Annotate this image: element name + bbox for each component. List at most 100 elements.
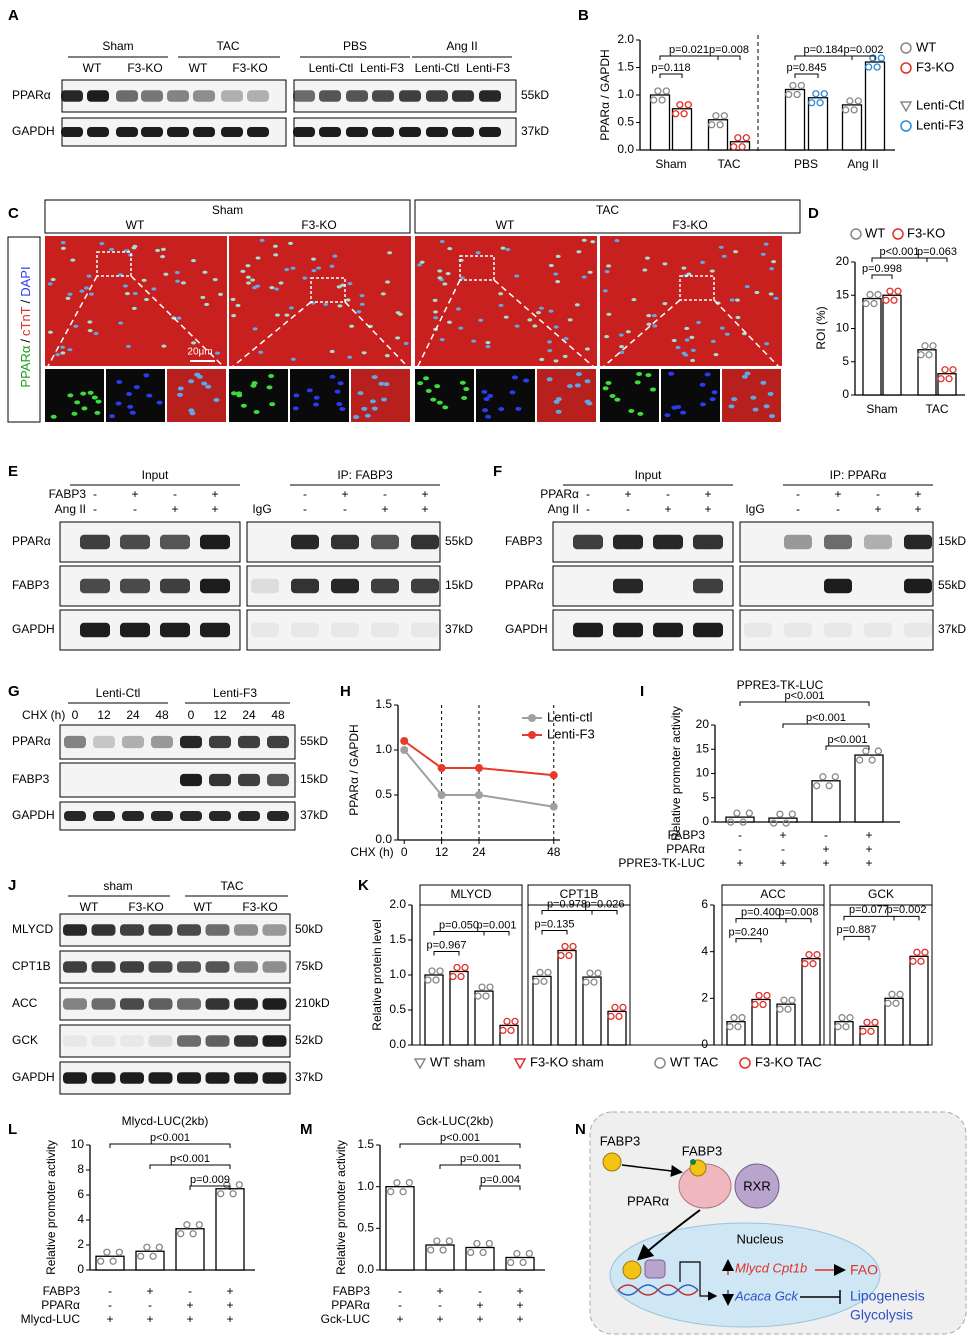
sign: + — [436, 1284, 443, 1298]
point — [871, 1018, 879, 1026]
band — [91, 961, 116, 973]
band — [293, 90, 315, 102]
y-tick-label: 10 — [71, 1137, 85, 1151]
panel-label: G — [8, 683, 20, 700]
nucleus — [459, 276, 465, 280]
point — [473, 1239, 481, 1248]
band — [120, 961, 144, 973]
y-tick-label: 4 — [701, 944, 708, 958]
point — [478, 983, 486, 991]
legend-swatch — [899, 101, 913, 113]
point — [862, 299, 870, 308]
point — [856, 756, 864, 764]
band — [904, 534, 932, 550]
point — [937, 375, 945, 383]
p-value: p<0.001 — [170, 1153, 210, 1165]
nucleus — [131, 306, 137, 311]
y-tick-label: 0 — [702, 814, 709, 828]
point — [812, 90, 820, 98]
band — [63, 998, 87, 1010]
inset-dot — [731, 397, 738, 402]
inhibit — [800, 1290, 841, 1304]
nucleus — [217, 292, 223, 296]
point — [432, 976, 440, 984]
group-label: Lenti-Ctl — [96, 686, 141, 700]
band — [693, 578, 723, 594]
point — [913, 948, 921, 956]
size-label: 15kD — [445, 578, 473, 592]
nucleus — [709, 269, 715, 273]
point — [557, 951, 565, 960]
row-label: FABP3 — [505, 534, 543, 548]
band — [205, 961, 230, 973]
y-tick-label: 1.0 — [617, 87, 634, 101]
nucleus — [87, 320, 93, 324]
point — [925, 351, 933, 359]
nucleus — [160, 254, 166, 259]
inset-dot — [481, 389, 488, 394]
bracket — [785, 918, 812, 923]
inset-dot — [699, 402, 706, 407]
group-label: TAC — [216, 39, 239, 53]
size-label: 75kD — [295, 959, 323, 973]
nucleus — [618, 333, 624, 337]
lane-label: WT — [83, 61, 102, 75]
lane-label: WT — [80, 900, 99, 914]
inset-dot — [704, 372, 711, 377]
point — [189, 1230, 197, 1238]
point — [393, 1179, 401, 1187]
sign: - — [343, 502, 347, 516]
nucleus — [214, 351, 220, 355]
y-tick-label: 4 — [77, 1212, 84, 1226]
nucleus — [340, 283, 346, 287]
lane-label: Lenti-Ctl — [309, 61, 354, 75]
inset-dot — [482, 408, 489, 413]
panel-label: A — [8, 7, 19, 24]
inset — [661, 369, 720, 422]
band — [573, 622, 603, 638]
plot-title: MLYCD — [450, 887, 491, 901]
band — [221, 126, 243, 138]
band — [120, 1072, 144, 1084]
y-tick-label: 5 — [842, 354, 849, 368]
nucleus — [329, 349, 335, 354]
y-tick-label: 0.5 — [357, 1221, 374, 1235]
sign-name: FABP3 — [668, 828, 706, 842]
category-label: Ang II — [847, 157, 878, 171]
nucleus — [721, 254, 727, 258]
nucleus — [587, 270, 593, 274]
bar — [449, 970, 469, 1046]
size-label: 55kD — [300, 734, 328, 748]
point — [834, 1023, 842, 1031]
y-tick-label: 0.0 — [617, 142, 634, 156]
nucleus — [258, 350, 264, 354]
compartment-label: Nucleus — [737, 1231, 784, 1246]
nucleus — [681, 351, 687, 355]
band — [319, 90, 341, 102]
nucleus — [124, 291, 130, 296]
point — [662, 87, 670, 95]
panel-label: N — [575, 1121, 586, 1138]
nucleus — [498, 303, 504, 307]
nucleus — [555, 254, 561, 258]
bracket — [871, 274, 893, 279]
nucleus — [93, 331, 99, 336]
point — [611, 1003, 619, 1012]
point — [862, 747, 870, 755]
point — [882, 296, 890, 304]
nucleus — [161, 344, 167, 348]
sign: - — [626, 502, 630, 516]
inset-dot — [95, 399, 102, 404]
zoom-box — [310, 277, 346, 303]
inset-dot — [575, 372, 582, 377]
inset-dot — [371, 406, 378, 411]
point — [475, 791, 483, 799]
band — [63, 961, 87, 973]
inset-dot — [129, 410, 136, 415]
band — [372, 126, 394, 138]
nucleus — [696, 320, 702, 325]
point — [137, 1252, 145, 1260]
sign: - — [108, 1298, 112, 1312]
inset-dot — [668, 371, 675, 376]
p-value: p=0.063 — [917, 246, 957, 258]
